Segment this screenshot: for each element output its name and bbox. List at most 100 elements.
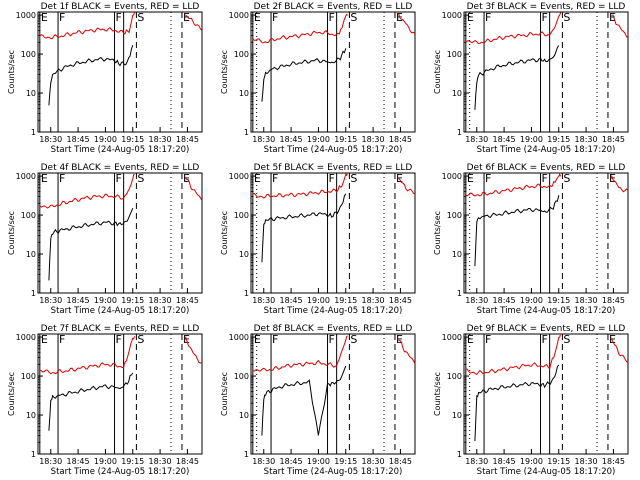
y-axis-label: Counts/sec: [220, 372, 229, 416]
marker-label: E: [254, 11, 261, 24]
lld-series-line: [185, 336, 203, 364]
x-tick-label: 18:30: [362, 135, 385, 144]
y-tick-label: 10: [26, 411, 36, 420]
plot-frame: [250, 11, 416, 133]
panel-title: Det 7f BLACK = Events, RED = LLD: [41, 324, 200, 334]
y-tick-label: 100: [447, 50, 462, 59]
x-tick-label: 19:15: [334, 135, 357, 144]
x-tick-label: 18:45: [176, 457, 199, 466]
y-tick-label: 100: [21, 372, 36, 381]
marker-label: S: [350, 172, 357, 185]
x-tick-label: 18:30: [252, 457, 275, 466]
panel-det-7: Det 7f BLACK = Events, RED = LLD 1 10 100 10…: [7, 324, 258, 477]
panel-title: Det 9f BLACK = Events, RED = LLD: [467, 324, 626, 334]
panel-title: Det 3f BLACK = Events, RED = LLD: [467, 2, 626, 12]
x-tick-label: 18:30: [39, 135, 62, 144]
marker-label: S: [137, 333, 144, 346]
plot-frame: [463, 172, 629, 294]
y-axis-label: Counts/sec: [433, 372, 442, 416]
marker-label: E: [467, 172, 474, 185]
y-axis-label: Counts/sec: [7, 372, 16, 416]
marker-label: S: [350, 333, 357, 346]
x-tick-label: 19:15: [547, 135, 570, 144]
marker-label: S: [563, 172, 570, 185]
x-tick-label: 19:00: [307, 135, 330, 144]
lld-series-line: [39, 11, 136, 40]
x-tick-label: 18:30: [465, 135, 488, 144]
marker-label: F: [116, 333, 122, 346]
lld-series-line: [398, 177, 416, 195]
marker-label: F: [59, 333, 65, 346]
lld-series-line: [39, 174, 135, 209]
x-tick-label: 19:00: [94, 296, 117, 305]
x-tick-label: 19:15: [334, 296, 357, 305]
x-tick-label: 18:30: [575, 135, 598, 144]
marker-label: F: [116, 11, 122, 24]
panel-title: Det 1f BLACK = Events, RED = LLD: [41, 2, 200, 12]
x-tick-label: 18:45: [280, 457, 303, 466]
marker-label: E: [467, 333, 474, 346]
x-axis-label: Start Time (24-Aug-05 18:17:20): [51, 467, 190, 477]
events-series-line: [48, 372, 134, 431]
y-axis-label: Counts/sec: [433, 211, 442, 255]
marker-label: E: [41, 172, 48, 185]
events-series-line: [261, 193, 347, 263]
y-tick-label: 100: [234, 372, 249, 381]
y-tick-label: 100: [447, 372, 462, 381]
lld-series-line: [611, 338, 629, 364]
lld-series-line: [465, 12, 562, 45]
plot-frame: [250, 172, 416, 294]
lld-series-line: [465, 333, 562, 376]
x-tick-label: 18:30: [362, 296, 385, 305]
y-tick-label: 1: [457, 128, 462, 137]
y-tick-label: 1: [31, 289, 36, 298]
x-tick-label: 19:00: [520, 296, 543, 305]
y-tick-label: 1: [31, 450, 36, 459]
y-tick-label: 10: [26, 250, 36, 259]
y-tick-label: 1000: [229, 172, 249, 181]
x-tick-label: 19:00: [520, 135, 543, 144]
marker-label: E: [183, 172, 190, 185]
panel-title: Det 4f BLACK = Events, RED = LLD: [41, 163, 200, 173]
y-axis-label: Counts/sec: [7, 50, 16, 94]
panel-det-9: Det 9f BLACK = Events, RED = LLD 1 10 100 10…: [433, 324, 629, 477]
marker-label: S: [137, 172, 144, 185]
y-tick-label: 100: [21, 211, 36, 220]
x-tick-label: 18:45: [493, 457, 516, 466]
x-tick-label: 18:30: [39, 457, 62, 466]
y-tick-label: 1000: [16, 11, 36, 20]
plot-frame: [250, 333, 416, 455]
x-tick-label: 18:30: [362, 457, 385, 466]
panel-det-2: Det 2f BLACK = Events, RED = LLD 1 10 100 10…: [220, 2, 471, 155]
lld-series-line: [252, 172, 349, 199]
plot-frame: [463, 333, 629, 455]
y-tick-label: 10: [239, 250, 249, 259]
marker-label: E: [467, 11, 474, 24]
x-tick-label: 18:30: [149, 457, 172, 466]
x-tick-label: 18:45: [493, 296, 516, 305]
x-axis-label: Start Time (24-Aug-05 18:17:20): [264, 467, 403, 477]
y-tick-label: 10: [26, 89, 36, 98]
marker-label: E: [183, 11, 190, 24]
x-tick-label: 18:30: [149, 135, 172, 144]
x-tick-label: 18:45: [602, 457, 625, 466]
panel-det-5: Det 5f BLACK = Events, RED = LLD 1 10 100 10…: [220, 163, 471, 316]
x-tick-label: 18:30: [252, 135, 275, 144]
lld-series-line: [611, 14, 629, 39]
y-tick-label: 1000: [442, 172, 462, 181]
y-axis-label: Counts/sec: [433, 50, 442, 94]
x-axis-label: Start Time (24-Aug-05 18:17:20): [264, 145, 403, 155]
marker-label: F: [485, 172, 491, 185]
lld-series-line: [39, 336, 136, 375]
x-tick-label: 18:30: [149, 296, 172, 305]
y-tick-label: 1000: [229, 333, 249, 342]
events-series-line: [48, 207, 134, 281]
lld-series-line: [252, 335, 348, 372]
events-series-line: [261, 365, 347, 436]
panel-title: Det 2f BLACK = Events, RED = LLD: [254, 2, 413, 12]
x-tick-label: 19:15: [547, 296, 570, 305]
lld-series-line: [611, 175, 629, 193]
lld-series-line: [398, 339, 416, 365]
panel-det-1: Det 1f BLACK = Events, RED = LLD 1 10 100 10…: [7, 2, 258, 155]
